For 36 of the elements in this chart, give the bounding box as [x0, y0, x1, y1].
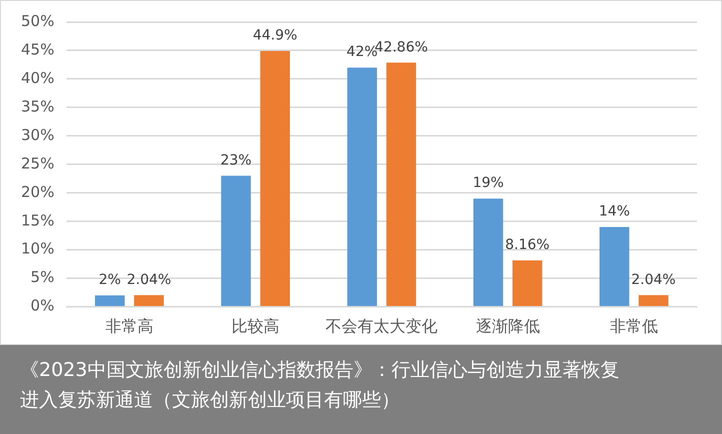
data-label: 2.04%: [631, 272, 676, 288]
bar: [94, 295, 125, 306]
y-tick-label: 35%: [20, 97, 54, 116]
text: 《2023中国文旅创新创业信心指数报告》：行业信心与创造力显著恢复进入复苏新通道（文旅创新创业项目有哪些）: [20, 358, 620, 413]
y-tick-label: 20%: [20, 182, 54, 201]
y-tick-label: 30%: [20, 126, 54, 144]
x-tick-label: 比较高: [232, 316, 280, 336]
bar: [134, 295, 164, 306]
bar: [347, 68, 377, 306]
bar: [600, 227, 630, 306]
data-label: 44.9%: [252, 28, 298, 44]
x-tick-label: 不会有太大变化: [326, 316, 438, 336]
y-tick-label: 50%: [20, 12, 54, 30]
bar: [512, 260, 542, 306]
x-tick-label: 非常高: [105, 316, 154, 336]
x-tick-label: 非常低: [610, 316, 658, 336]
data-label: 2%: [98, 272, 121, 288]
data-label: 8.16%: [505, 236, 550, 253]
x-tick-label: 逐渐降低: [476, 316, 540, 336]
bar: [386, 62, 416, 306]
y-tick-label: 15%: [20, 211, 54, 230]
data-label: 14%: [598, 204, 630, 220]
data-label: 42%: [346, 44, 378, 60]
data-label: 19%: [472, 175, 504, 192]
bar: [260, 51, 290, 306]
y-tick-label: 25%: [20, 154, 54, 172]
bar: [638, 295, 668, 306]
bar: [473, 198, 504, 306]
data-label: 23%: [220, 152, 252, 168]
y-tick-label: 5%: [30, 268, 54, 286]
y-tick-label: 45%: [20, 40, 54, 58]
y-tick-label: 0%: [30, 296, 54, 315]
y-tick-label: 40%: [20, 68, 54, 87]
y-tick-label: 10%: [20, 240, 54, 258]
bar: [221, 176, 251, 306]
data-label: 2.04%: [126, 272, 172, 288]
